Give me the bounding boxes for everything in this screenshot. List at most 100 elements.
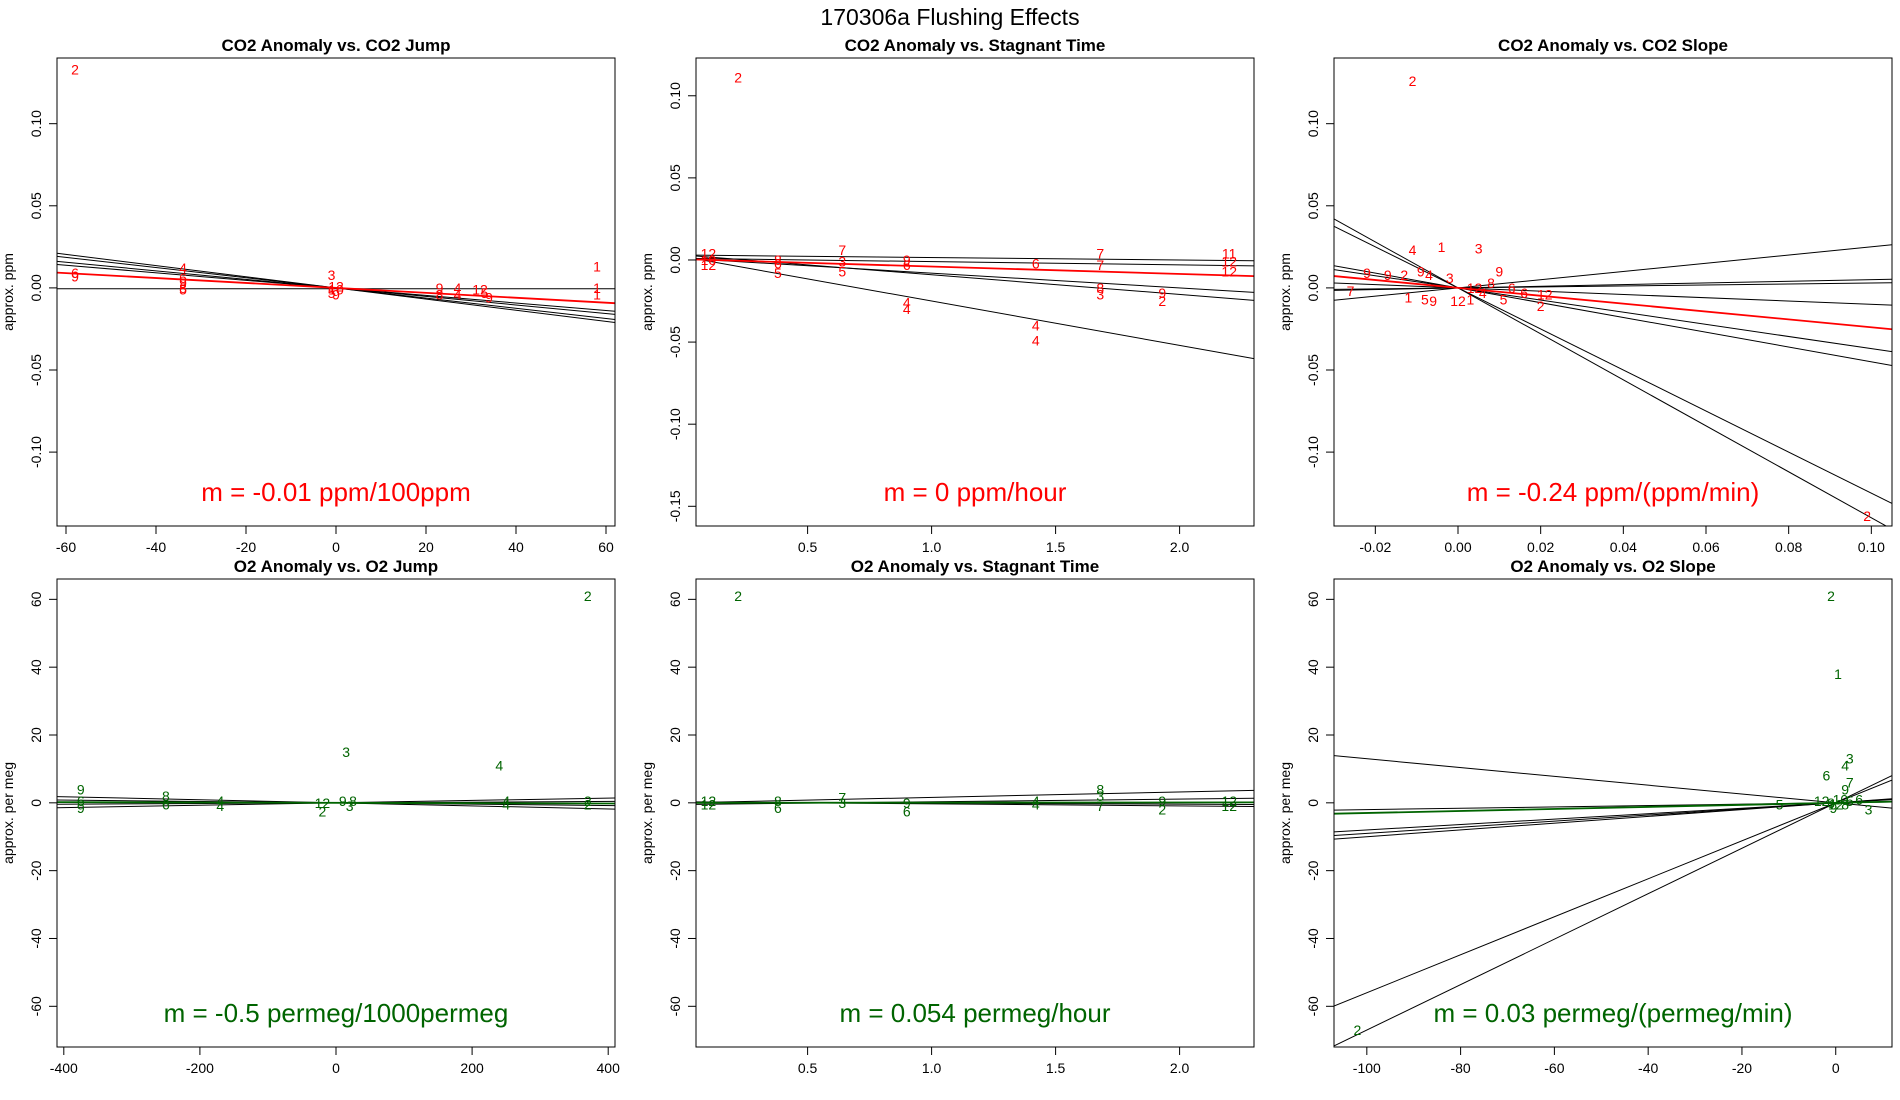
data-point-label: 6 — [774, 255, 782, 271]
x-tick-label: 0 — [332, 539, 340, 555]
fit-line — [696, 789, 1254, 804]
chart-title: O2 Anomaly vs. O2 Jump — [234, 557, 438, 576]
data-point-label: 6 — [1520, 285, 1528, 301]
data-point-label: 9 — [1829, 800, 1837, 816]
data-point-label: 8 — [1096, 280, 1104, 296]
data-point-label: 6 — [774, 800, 782, 816]
data-point-label: 12 — [701, 793, 717, 809]
data-point-label: 2 — [1537, 298, 1545, 314]
fit-line — [696, 258, 1254, 278]
x-tick-label: 0 — [1832, 1060, 1840, 1076]
x-tick-label: -40 — [146, 539, 166, 555]
data-point-label: 4 — [216, 798, 224, 814]
data-point-label: 2 — [1863, 508, 1871, 524]
fit-lines — [57, 252, 615, 324]
chart-title: O2 Anomaly vs. Stagnant Time — [851, 557, 1099, 576]
x-tick-label: -80 — [1450, 1060, 1470, 1076]
data-point-label: 2 — [734, 588, 742, 604]
fit-line — [696, 258, 1254, 293]
data-point-label: 3 — [1846, 751, 1854, 767]
fit-line — [1334, 799, 1892, 833]
chart-title: CO2 Anomaly vs. Stagnant Time — [845, 36, 1106, 55]
data-point-label: 9 — [1363, 265, 1371, 281]
y-axis-label: approx. per meg — [639, 762, 655, 864]
data-point-label: 3 — [838, 254, 846, 270]
data-point-label: 4 — [454, 286, 462, 302]
data-point-label: 4 — [1479, 285, 1487, 301]
data-point-label: 10 — [1833, 791, 1849, 807]
x-tick-label: 0.04 — [1610, 539, 1637, 555]
data-point-label: 5 — [1421, 291, 1429, 307]
x-tick-label: 0.10 — [1858, 539, 1885, 555]
fit-lines — [1334, 755, 1892, 1047]
data-point-label: 8 — [1096, 781, 1104, 797]
data-point-label: 8 — [774, 793, 782, 809]
data-point-label: 9 — [71, 268, 79, 284]
data-point-label: 12 — [1221, 254, 1237, 270]
data-point-label: 11 — [1222, 245, 1237, 261]
fit-line — [1334, 225, 1892, 504]
plot-frame — [695, 578, 1255, 1048]
data-point-label: 9 — [1384, 267, 1392, 283]
slope-annotation: m = 0 ppm/hour — [884, 477, 1067, 507]
y-tick-label: 0.05 — [1305, 192, 1321, 219]
data-point-label: 2 — [71, 61, 79, 77]
data-point-label: 9 — [1495, 263, 1503, 279]
data-point-label: 2 — [1400, 267, 1408, 283]
data-point-label: 7 — [838, 790, 846, 806]
y-tick-label: 0.05 — [28, 192, 44, 219]
data-point-label: 5 — [1846, 793, 1854, 809]
plot-frame — [56, 578, 616, 1048]
x-tick-label: 0 — [332, 1060, 340, 1076]
y-tick-label: -20 — [667, 860, 683, 880]
data-point-label: 9 — [1158, 285, 1166, 301]
data-point-label: 12 — [1467, 280, 1483, 296]
x-tick-label: 1.5 — [1046, 539, 1066, 555]
y-tick-label: -60 — [667, 996, 683, 1016]
data-point-label: 8 — [162, 788, 170, 804]
data-point-label: 12 — [701, 245, 717, 261]
chart-title: CO2 Anomaly vs. CO2 Jump — [222, 36, 451, 55]
fit-line — [1334, 275, 1892, 331]
fit-line — [1334, 282, 1892, 306]
data-point-label: 4 — [903, 295, 911, 311]
x-tick-label: -100 — [1353, 1060, 1381, 1076]
x-tick-label: 1.5 — [1046, 1060, 1066, 1076]
data-point-label: 9 — [77, 800, 85, 816]
data-point-label: 4 — [903, 301, 911, 317]
x-tick-label: -200 — [186, 1060, 214, 1076]
data-point-label: 10 — [701, 252, 717, 268]
x-tick-label: 0.02 — [1527, 539, 1554, 555]
x-tick-label: 0.06 — [1692, 539, 1719, 555]
data-point-label: 5 — [1500, 291, 1508, 307]
data-point-label: 8 — [1841, 797, 1849, 813]
data-point-label: 12 — [1828, 797, 1844, 813]
data-point-label: 7 — [838, 242, 846, 258]
y-axis-label: approx. per meg — [0, 762, 16, 864]
y-tick-label: 20 — [667, 727, 683, 743]
x-tick-label: 1.0 — [922, 539, 942, 555]
data-point-label: 6 — [162, 797, 170, 813]
fit-line — [696, 258, 1254, 267]
y-tick-label: 0 — [28, 799, 44, 807]
x-tick-label: 0.5 — [798, 1060, 818, 1076]
y-tick-label: -0.15 — [667, 490, 683, 522]
fit-line — [57, 271, 615, 305]
data-point-label: 2 — [734, 70, 742, 86]
data-point-label: 9 — [339, 793, 347, 809]
y-tick-label: -0.05 — [1305, 354, 1321, 386]
data-point-label: 5 — [774, 265, 782, 281]
y-axis-label: approx. ppm — [1277, 253, 1293, 331]
data-point-label: 9 — [1417, 263, 1425, 279]
data-point-label: 4 — [502, 797, 510, 813]
y-tick-label: 60 — [28, 591, 44, 607]
data-point-label: 3 — [1446, 270, 1454, 286]
data-point-label: 5 — [328, 285, 336, 301]
data-point-label: 2 — [1409, 73, 1417, 89]
fit-line — [1334, 779, 1892, 1007]
